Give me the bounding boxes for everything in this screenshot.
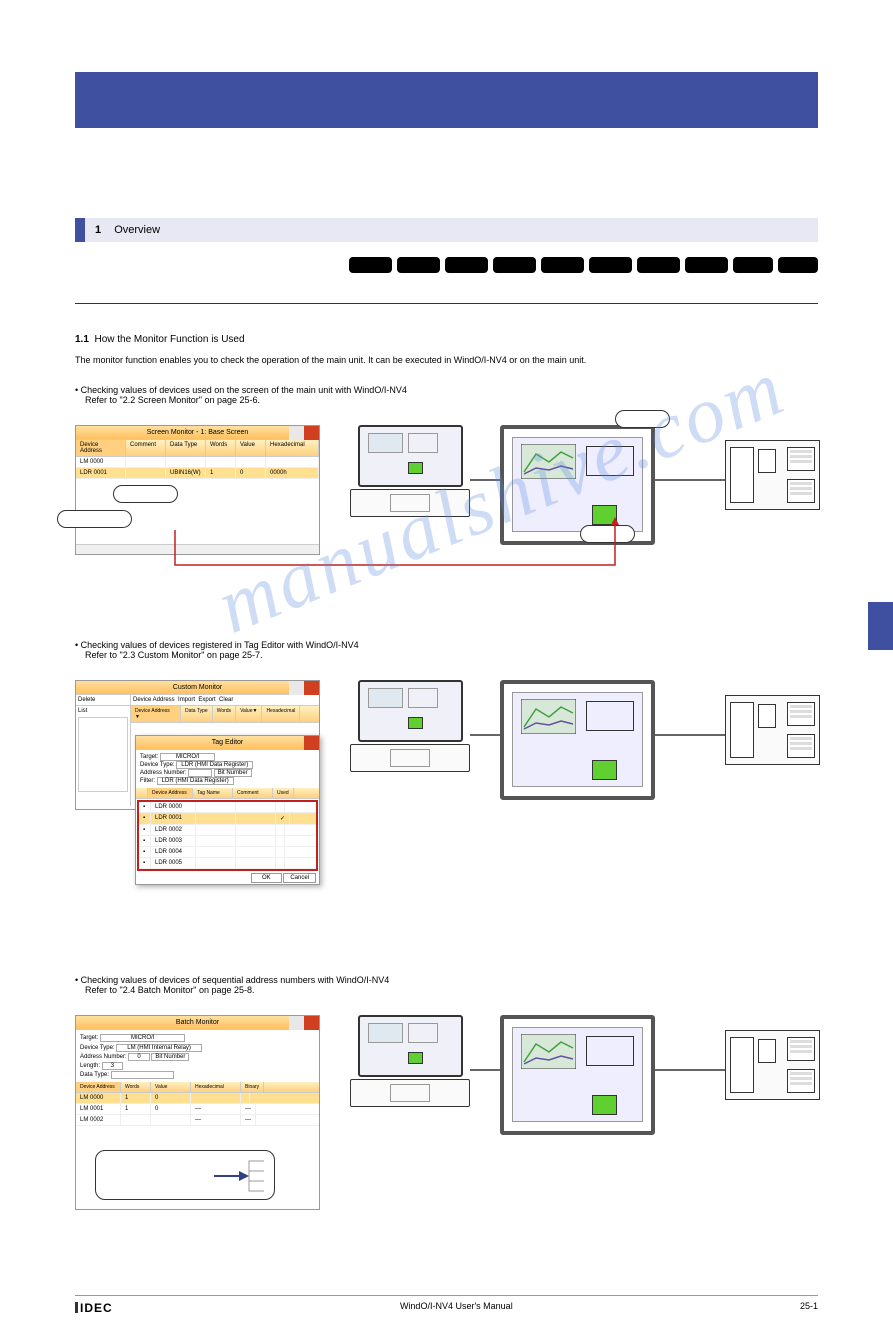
table-row[interactable]: ▪LDR 0002 — [139, 825, 316, 836]
chapter-side-tab — [868, 602, 893, 650]
block2-title: Checking values of devices registered in… — [81, 640, 359, 650]
hmi-callout-bot — [580, 525, 635, 543]
table-row[interactable]: ▪LDR 0001✓ — [139, 813, 316, 825]
minimize-icon[interactable] — [289, 426, 304, 440]
table-row[interactable]: ▪LDR 0005 — [139, 858, 316, 869]
titlebar: Screen Monitor - 1: Base Screen — [76, 426, 319, 440]
table-row[interactable]: LM 000110—— — [76, 1104, 319, 1115]
callout-ldr — [57, 510, 132, 528]
hmi-panel — [500, 1015, 655, 1135]
hmi-panel — [500, 425, 655, 545]
intro-text: The monitor function enables you to chec… — [75, 355, 818, 365]
arrow-callout — [95, 1150, 275, 1200]
table-row[interactable]: LM 0002—— — [76, 1115, 319, 1126]
ok-button[interactable]: OK — [251, 873, 282, 883]
diagram-custom-monitor: Custom Monitor Delete Device Address Imp… — [75, 680, 818, 915]
divider — [75, 303, 818, 304]
table-header: Device Address Comment Data Type Words V… — [76, 440, 319, 457]
table-row[interactable]: ▪LDR 0003 — [139, 836, 316, 847]
screen-monitor-window[interactable]: Screen Monitor - 1: Base Screen Device A… — [75, 425, 320, 555]
section-number: 1 — [95, 224, 101, 236]
laptop-icon — [350, 680, 470, 775]
table-row[interactable]: LM 0000 — [76, 457, 319, 468]
callout-lm — [113, 485, 178, 503]
hmi-button[interactable] — [592, 505, 617, 525]
table-row[interactable]: ▪LDR 0000 — [139, 802, 316, 813]
tag-editor-dialog[interactable]: Tag Editor Target: MICRO/I Device Type: … — [135, 735, 320, 885]
page-footer: IDEC WindO/I-NV4 User's Manual 25-1 — [75, 1295, 818, 1315]
laptop-icon — [350, 1015, 470, 1110]
hmi-callout-top — [615, 410, 670, 428]
section-header: 1 Overview — [75, 218, 818, 242]
plc-device — [725, 1030, 820, 1100]
table-row[interactable]: ▪LDR 0004 — [139, 847, 316, 858]
titlebar: Custom Monitor — [76, 681, 319, 695]
block1-ref: Refer to "2.2 Screen Monitor" on page 25… — [85, 395, 260, 405]
block1-title: Checking values of devices used on the s… — [81, 385, 407, 395]
block3-title: Checking values of devices of sequential… — [81, 975, 390, 985]
plc-device — [725, 695, 820, 765]
table-row[interactable]: LM 000010 — [76, 1093, 319, 1104]
block2-ref: Refer to "2.3 Custom Monitor" on page 25… — [85, 650, 262, 660]
applicable-models-tags — [75, 257, 818, 273]
cancel-button[interactable]: Cancel — [283, 873, 316, 883]
close-icon[interactable] — [304, 426, 319, 440]
laptop-icon — [350, 425, 470, 520]
chapter-banner — [75, 72, 818, 128]
footer-page: 25-1 — [800, 1301, 818, 1315]
diagram-screen-monitor: Screen Monitor - 1: Base Screen Device A… — [75, 425, 818, 580]
plc-device — [725, 440, 820, 510]
block3-ref: Refer to "2.4 Batch Monitor" on page 25-… — [85, 985, 255, 995]
hmi-panel — [500, 680, 655, 800]
table-row[interactable]: LDR 0001UBIN16(W)100000h — [76, 468, 319, 479]
idec-logo: IDEC — [75, 1301, 113, 1315]
subsection-heading: 1.1 How the Monitor Function is Used — [75, 334, 818, 345]
green-button-mini — [408, 462, 423, 474]
diagram-batch-monitor: Batch Monitor Target: MICRO/I Device Typ… — [75, 1015, 818, 1225]
footer-doc: WindO/I-NV4 User's Manual — [400, 1301, 513, 1315]
section-title: Overview — [114, 224, 160, 236]
